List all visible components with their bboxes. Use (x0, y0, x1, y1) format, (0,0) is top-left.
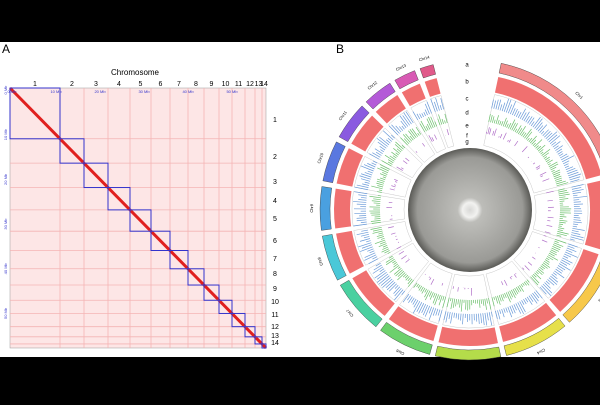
chromosome-band (320, 186, 332, 230)
right-chromosome-label: 2 (273, 154, 277, 161)
center-photo (408, 148, 532, 272)
chromosome-label: Chr9 (309, 203, 314, 212)
right-chromosome-label: 3 (273, 179, 277, 186)
axis-title: Chromosome (111, 68, 160, 77)
left-scale-label: 50 Mb (3, 307, 8, 319)
right-chromosome-label: 14 (271, 340, 279, 347)
left-scale-label: 10 Mb (3, 128, 8, 140)
top-chromosome-label: 5 (139, 81, 143, 88)
top-chromosome-label: 2 (70, 81, 74, 88)
top-chromosome-label: 9 (210, 81, 214, 88)
right-chromosome-label: 12 (271, 324, 279, 331)
chromosome-label: Chr5 (463, 366, 473, 371)
top-chromosome-label: 11 (235, 81, 242, 88)
top-chromosome-label: 4 (117, 81, 121, 88)
left-scale-label: 40 Mb (3, 262, 8, 274)
left-scale-label: 30 Mb (3, 218, 8, 230)
top-chromosome-label: 14 (260, 81, 268, 88)
top-chromosome-label: 6 (159, 81, 163, 88)
right-chromosome-label: 1 (273, 117, 277, 124)
density-bar (516, 273, 517, 274)
left-scale-label: 0 Mb (3, 85, 8, 95)
density-bar (538, 247, 539, 248)
top-scale-label: 10 Mb (50, 89, 62, 94)
track-label: g (465, 140, 468, 146)
right-chromosome-label: 7 (273, 256, 277, 263)
right-chromosome-label: 13 (271, 333, 279, 340)
gc-track (334, 189, 351, 229)
right-chromosome-label: 4 (273, 198, 277, 205)
right-chromosome-label: 11 (271, 312, 278, 319)
left-scale-label: 20 Mb (3, 173, 8, 185)
top-scale-label: 40 Mb (182, 89, 194, 94)
top-chromosome-label: 10 (222, 81, 230, 88)
right-chromosome-label: 10 (271, 299, 279, 306)
top-chromosome-label: 3 (94, 81, 98, 88)
top-scale-label: 20 Mb (94, 89, 106, 94)
top-chromosome-label: 12 (246, 81, 254, 88)
top-chromosome-label: 7 (177, 81, 181, 88)
right-chromosome-label: 5 (273, 216, 277, 223)
panel-label: B (336, 42, 344, 56)
density-bar (499, 136, 500, 137)
panel-label: A (2, 42, 10, 56)
right-chromosome-label: 8 (273, 271, 277, 278)
right-chromosome-label: 6 (273, 238, 277, 245)
top-chromosome-label: 1 (33, 81, 37, 88)
track-label: c (466, 97, 469, 103)
top-scale-label: 0 Mb (8, 89, 18, 94)
track-label: d (465, 111, 468, 117)
top-chromosome-label: 8 (194, 81, 198, 88)
top-scale-label: 30 Mb (138, 89, 150, 94)
right-chromosome-label: 9 (273, 286, 277, 293)
top-scale-label: 50 Mb (226, 89, 238, 94)
